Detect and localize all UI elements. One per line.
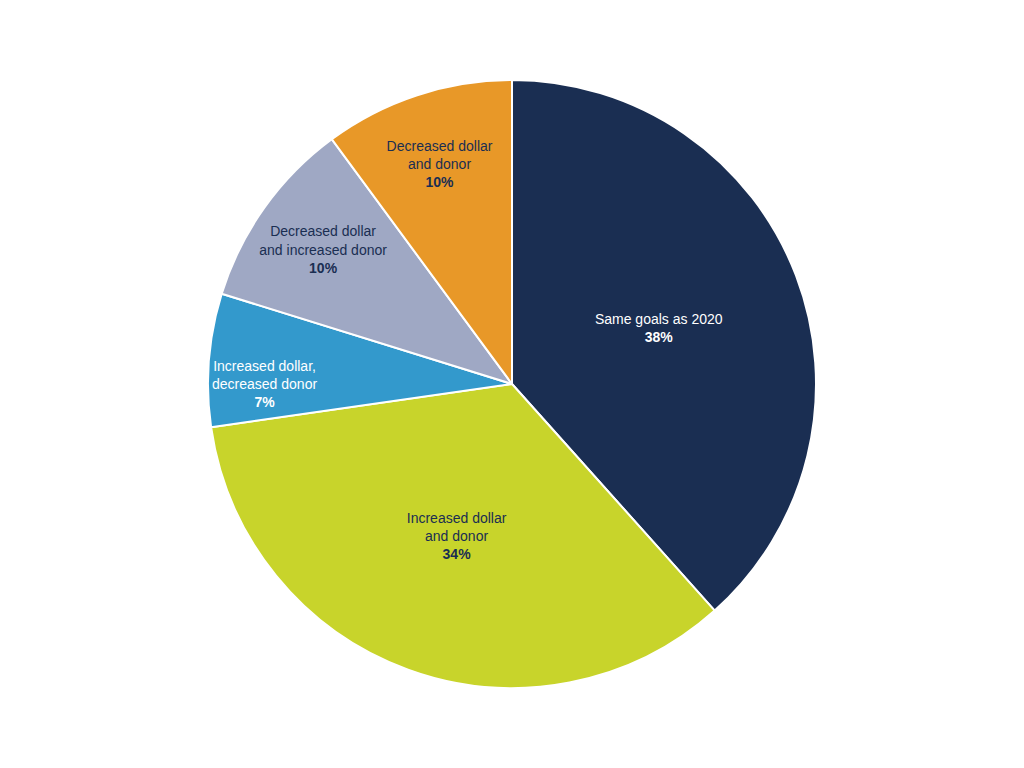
svg-text:Increased dollarand donor34%: Increased dollarand donor34% [407, 510, 507, 562]
svg-text:Same goals as 202038%: Same goals as 202038% [595, 311, 723, 345]
svg-text:Increased dollar,decreased don: Increased dollar,decreased donor7% [212, 358, 317, 410]
svg-text:Decreased dollarand increased: Decreased dollarand increased donor10% [259, 223, 387, 275]
svg-text:Decreased dollarand donor10%: Decreased dollarand donor10% [387, 138, 493, 190]
